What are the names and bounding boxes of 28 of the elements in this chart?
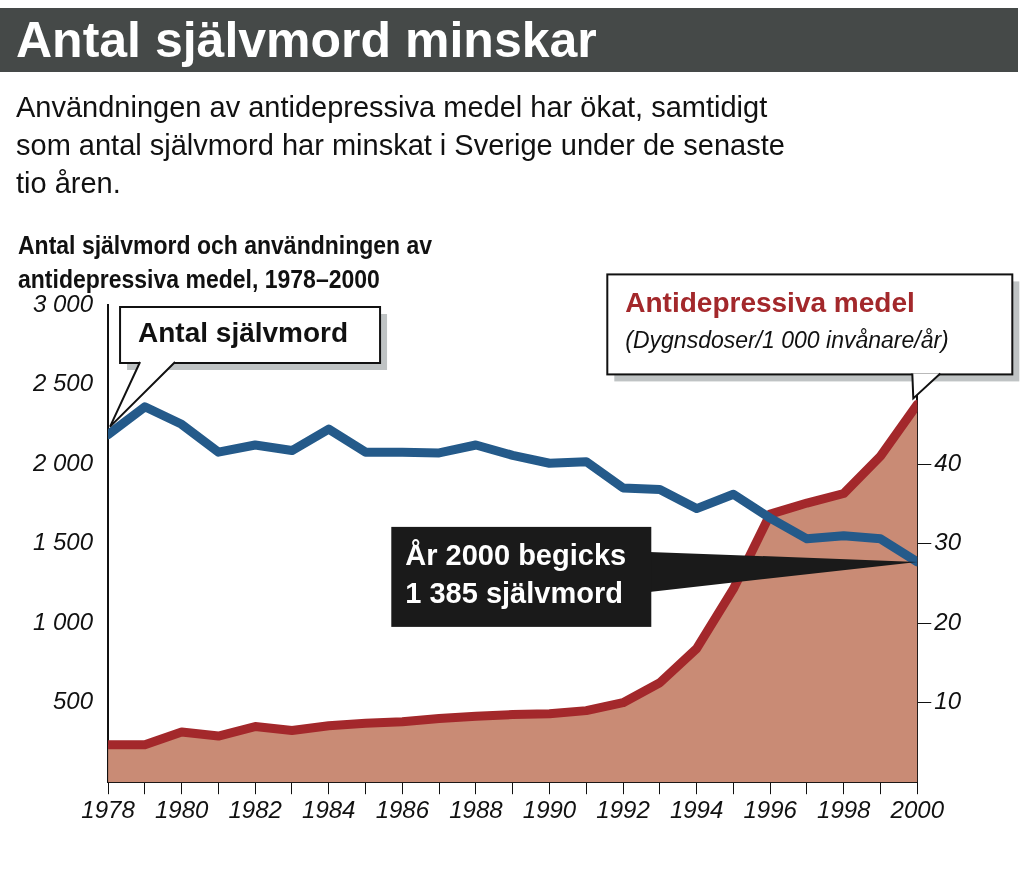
y-tick-label: 1 000 — [33, 607, 94, 635]
x-tick-label: 1984 — [302, 796, 356, 824]
x-tick-label: 1994 — [669, 796, 724, 824]
annotation: (Dygnsdoser/1 000 invånare/år) — [625, 327, 949, 354]
x-tick-label: 1996 — [743, 796, 798, 824]
y2-tick-label: 20 — [933, 607, 962, 635]
x-tick-label: 1998 — [817, 796, 872, 824]
y2-tick-label: 10 — [934, 687, 962, 715]
y-tick-label: 2 000 — [32, 448, 94, 476]
x-tick-label: 1990 — [522, 796, 577, 824]
chart-subtitle: Användningen av antidepressiva medel har ökat, samtidigt som antal självmord har minskat i Sverige under de senaste tio åren. — [16, 90, 786, 201]
y-tick-label: 500 — [53, 687, 94, 715]
x-tick-label: 1982 — [228, 796, 282, 824]
annotation: År 2000 begicks 1 385 självmord — [405, 538, 627, 609]
x-tick-label: 1980 — [154, 796, 209, 824]
x-tick-label: 1988 — [449, 796, 504, 824]
x-tick-label: 1978 — [81, 796, 136, 824]
callout-box: Antal självmord — [109, 306, 388, 428]
chart-title: Antal självmord minskar — [0, 8, 1018, 72]
y2-tick-label: 40 — [934, 448, 962, 476]
text: Antal självmord och användningen av antidepressiva medel, 1978–2000 — [18, 230, 434, 295]
x-tick-label: 1986 — [375, 796, 430, 824]
y-tick-label: 1 500 — [33, 528, 94, 556]
y2-tick-label: 30 — [934, 528, 962, 556]
y-tick-label: 2 500 — [32, 369, 94, 397]
x-tick-label: 1992 — [596, 796, 650, 824]
x-tick-label: 2000 — [889, 796, 945, 824]
callout-box: År 2000 begicks 1 385 självmord — [391, 526, 918, 627]
